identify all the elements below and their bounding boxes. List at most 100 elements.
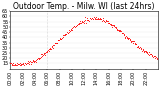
Point: [95, 16, 98, 18]
Point: [100, 19, 102, 20]
Point: [29, 60, 31, 62]
Point: [22, 62, 25, 63]
Point: [75, 26, 77, 27]
Point: [65, 33, 68, 34]
Point: [74, 27, 76, 28]
Point: [24, 64, 27, 65]
Point: [56, 42, 58, 43]
Point: [80, 20, 83, 22]
Point: [107, 23, 109, 24]
Point: [16, 64, 19, 65]
Title: Outdoor Temp. - Milw. WI (last 24hrs): Outdoor Temp. - Milw. WI (last 24hrs): [13, 2, 155, 11]
Point: [35, 62, 37, 63]
Point: [67, 33, 69, 34]
Point: [93, 18, 96, 19]
Point: [11, 64, 14, 65]
Point: [110, 24, 112, 25]
Point: [131, 41, 133, 42]
Point: [33, 60, 36, 62]
Point: [109, 24, 111, 25]
Point: [118, 30, 120, 31]
Point: [62, 36, 64, 38]
Point: [39, 58, 41, 59]
Point: [109, 23, 112, 24]
Point: [49, 49, 52, 50]
Point: [23, 63, 26, 64]
Point: [13, 64, 16, 66]
Point: [86, 17, 88, 19]
Point: [117, 29, 120, 30]
Point: [37, 59, 40, 60]
Point: [135, 44, 138, 45]
Point: [61, 37, 63, 38]
Point: [70, 28, 72, 30]
Point: [82, 20, 85, 21]
Point: [103, 21, 105, 22]
Point: [138, 48, 140, 49]
Point: [34, 59, 37, 60]
Point: [92, 18, 95, 20]
Point: [101, 20, 103, 22]
Point: [111, 24, 113, 25]
Point: [115, 26, 117, 28]
Point: [59, 37, 61, 39]
Point: [105, 20, 108, 21]
Point: [77, 23, 80, 25]
Point: [57, 39, 60, 41]
Point: [53, 43, 56, 44]
Point: [120, 32, 123, 33]
Point: [64, 34, 67, 35]
Point: [58, 38, 61, 40]
Point: [135, 43, 137, 45]
Point: [93, 17, 95, 18]
Point: [24, 63, 26, 64]
Point: [71, 27, 74, 29]
Point: [26, 61, 29, 62]
Point: [87, 20, 89, 21]
Point: [92, 18, 94, 19]
Point: [15, 64, 17, 65]
Point: [69, 31, 71, 32]
Point: [106, 20, 108, 22]
Point: [40, 54, 42, 55]
Point: [122, 33, 125, 35]
Point: [95, 18, 97, 19]
Point: [127, 37, 130, 39]
Point: [131, 40, 134, 42]
Point: [68, 30, 71, 31]
Point: [73, 25, 76, 27]
Point: [13, 65, 15, 66]
Point: [56, 40, 59, 41]
Point: [36, 58, 39, 60]
Point: [141, 49, 144, 50]
Point: [31, 60, 34, 62]
Point: [124, 37, 126, 38]
Point: [20, 64, 23, 65]
Point: [114, 27, 117, 28]
Point: [104, 19, 107, 20]
Point: [101, 20, 104, 21]
Point: [55, 43, 57, 44]
Point: [20, 63, 22, 65]
Point: [155, 56, 157, 58]
Point: [21, 63, 23, 65]
Point: [141, 50, 143, 51]
Point: [127, 38, 129, 40]
Point: [138, 47, 141, 48]
Point: [37, 57, 39, 58]
Point: [68, 31, 70, 32]
Point: [139, 47, 141, 48]
Point: [60, 38, 63, 40]
Point: [60, 38, 62, 39]
Point: [98, 19, 100, 20]
Point: [126, 38, 128, 39]
Point: [154, 56, 157, 57]
Point: [114, 27, 116, 28]
Point: [42, 55, 44, 56]
Point: [151, 56, 154, 57]
Point: [89, 17, 92, 19]
Point: [39, 56, 42, 57]
Point: [74, 26, 77, 27]
Point: [125, 36, 128, 37]
Point: [72, 26, 75, 27]
